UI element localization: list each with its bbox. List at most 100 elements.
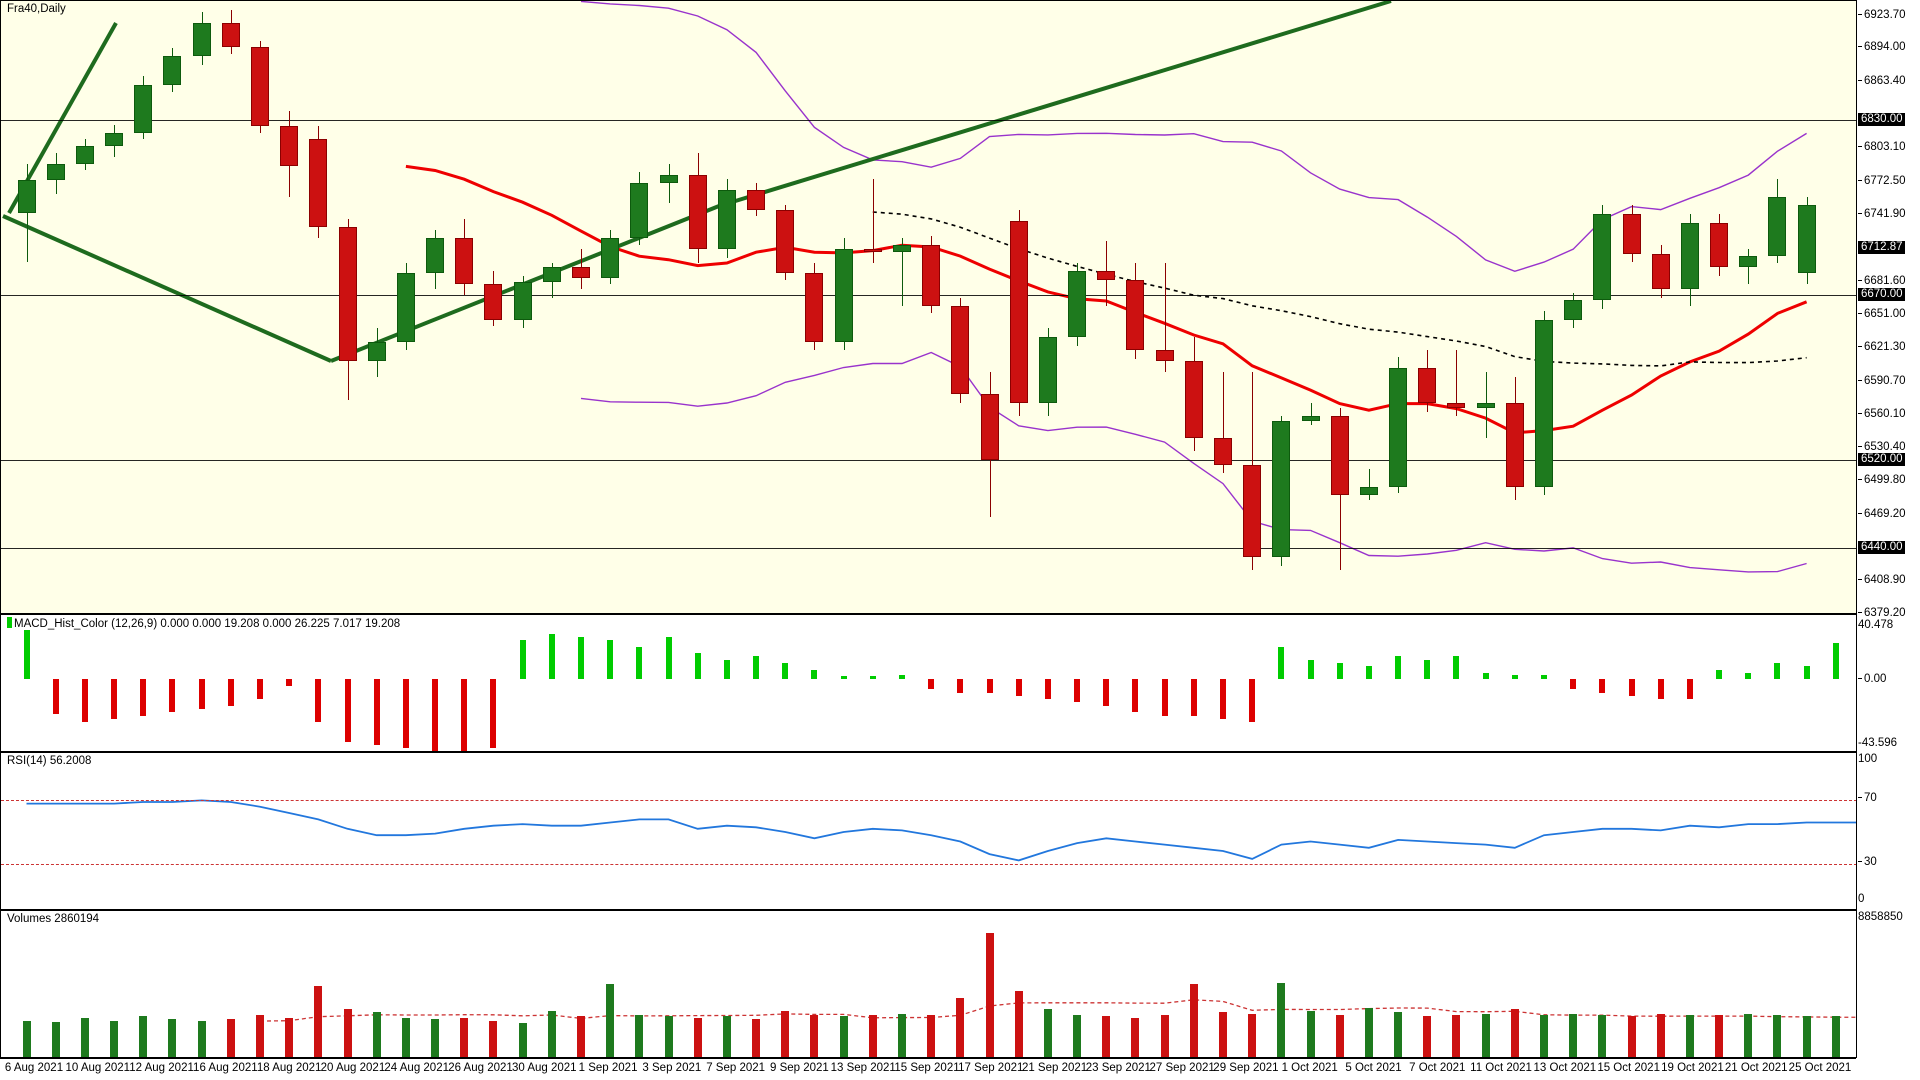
macd-histogram-bar (957, 679, 963, 693)
volume-bar (460, 1017, 468, 1057)
macd-scale[interactable]: 40.478 0.00 -43.596 (1858, 614, 1920, 752)
price-level-line (1, 120, 1856, 121)
rsi-curve (26, 799, 1856, 862)
volume-scale[interactable]: 8858850 (1858, 910, 1920, 1058)
rsi-level-line (1, 800, 1856, 801)
candle-body (864, 249, 882, 252)
volumes-pane-label: Volumes 2860194 (7, 913, 100, 925)
macd-histogram-bar (1395, 656, 1401, 680)
candle-body (543, 266, 561, 283)
candle-body (1768, 196, 1786, 256)
macd-histogram-bar (1774, 663, 1780, 680)
candle-body (455, 238, 473, 285)
volumes-pane[interactable]: Volumes 2860194 (0, 910, 1857, 1058)
volume-bar (1102, 1016, 1110, 1057)
candle-wick (1456, 350, 1457, 417)
candle-body (1272, 420, 1290, 557)
macd-tick: -43.596 (1858, 737, 1898, 749)
candle-body (1477, 403, 1495, 408)
volume-bar (1365, 1008, 1373, 1057)
volume-bar (1803, 1016, 1811, 1057)
date-axis[interactable]: 6 Aug 2021 10 Aug 2021 12 Aug 2021 16 Aug 2… (0, 1058, 1856, 1080)
volume-bar (1657, 1013, 1665, 1057)
macd-histogram-bar (1337, 663, 1343, 680)
candle-wick (669, 163, 670, 204)
date-tick: 29 Sep 2021 (1213, 1062, 1279, 1074)
volume-bar (956, 998, 964, 1057)
volume-bar (1598, 1015, 1606, 1057)
volume-bar (869, 1015, 877, 1057)
volume-bar (694, 1017, 702, 1057)
candle-body (1126, 280, 1144, 351)
volume-bar (52, 1022, 60, 1057)
macd-pane[interactable]: MACD_Hist_Color (12,26,9) 0.000 0.000 19… (0, 614, 1857, 752)
macd-histogram-bar (1366, 666, 1372, 680)
macd-histogram-bar (636, 646, 642, 680)
macd-histogram-bar (1716, 669, 1722, 680)
date-tick: 20 Aug 2021 (320, 1062, 386, 1074)
volume-bar (1511, 1009, 1519, 1057)
volume-bar (1394, 1012, 1402, 1057)
macd-histogram-bar (169, 679, 175, 713)
price-scale-axis (1856, 0, 1857, 1058)
volume-bar (1044, 1009, 1052, 1057)
rsi-scale[interactable]: 100 70 30 0 (1858, 752, 1920, 910)
candle-body (1447, 403, 1465, 408)
macd-histogram-bar (1833, 643, 1839, 680)
rsi-pane[interactable]: RSI(14) 56.2008 (0, 752, 1857, 910)
price-scale[interactable]: 6923.70 6894.00 6863.40 6830.00 6803.10 6772.… (1858, 0, 1920, 619)
candle-body (1564, 299, 1582, 320)
candle-body (193, 22, 211, 56)
volume-bar (23, 1020, 31, 1057)
date-tick: 15 Oct 2021 (1597, 1062, 1660, 1074)
volume-bar (227, 1019, 235, 1057)
date-tick: 26 Aug 2021 (448, 1062, 513, 1074)
date-tick: 11 Oct 2021 (1470, 1062, 1532, 1074)
volume-bar (168, 1019, 176, 1057)
macd-histogram-bar (53, 679, 59, 714)
candle-body (368, 341, 386, 362)
price-tick: 6530.40 (1858, 441, 1906, 453)
candle-body (660, 174, 678, 184)
rsi-pane-label: RSI(14) 56.2008 (7, 755, 92, 767)
macd-histogram-bar (841, 676, 847, 680)
price-tick: 6803.10 (1858, 141, 1906, 153)
candle-body (1418, 367, 1436, 404)
date-tick: 7 Sep 2021 (706, 1062, 766, 1074)
macd-histogram-bar (782, 663, 788, 680)
date-tick: 27 Sep 2021 (1149, 1062, 1215, 1074)
macd-histogram-bar (286, 679, 292, 687)
volume-bar (1190, 984, 1198, 1057)
candle-body (1097, 271, 1115, 281)
volume-bar (1686, 1015, 1694, 1057)
candle-body (280, 126, 298, 166)
macd-histogram-bar (607, 640, 613, 680)
date-tick: 6 Aug 2021 (4, 1062, 64, 1074)
price-tick: 6621.30 (1858, 341, 1906, 353)
volume-bar (1715, 1015, 1723, 1057)
candle-body (1156, 350, 1174, 362)
date-tick: 1 Sep 2021 (578, 1062, 638, 1074)
volume-bar (256, 1015, 264, 1057)
macd-histogram-bar (228, 679, 234, 706)
candle-body (1068, 271, 1086, 338)
macd-histogram-bar (1804, 666, 1810, 680)
trendline-green-lower-left (2, 214, 332, 363)
volume-bar (198, 1020, 206, 1057)
candle-body (1214, 438, 1232, 465)
date-tick: 21 Oct 2021 (1724, 1062, 1788, 1074)
macd-histogram-bar (1629, 679, 1635, 696)
volume-bar (1540, 1015, 1548, 1057)
candle-body (981, 394, 999, 461)
price-level-line (1, 548, 1856, 549)
volume-bar (139, 1016, 147, 1057)
price-pane[interactable]: Fra40,Daily (0, 0, 1857, 614)
volume-bar (577, 1016, 585, 1057)
macd-tick: 0.00 (1858, 674, 1886, 685)
candle-body (339, 227, 357, 362)
candle-body (484, 284, 502, 320)
candle-body (893, 244, 911, 252)
candle-body (1535, 319, 1553, 487)
date-tick: 12 Aug 2021 (129, 1062, 194, 1074)
price-tick: 6741.90 (1858, 209, 1906, 220)
